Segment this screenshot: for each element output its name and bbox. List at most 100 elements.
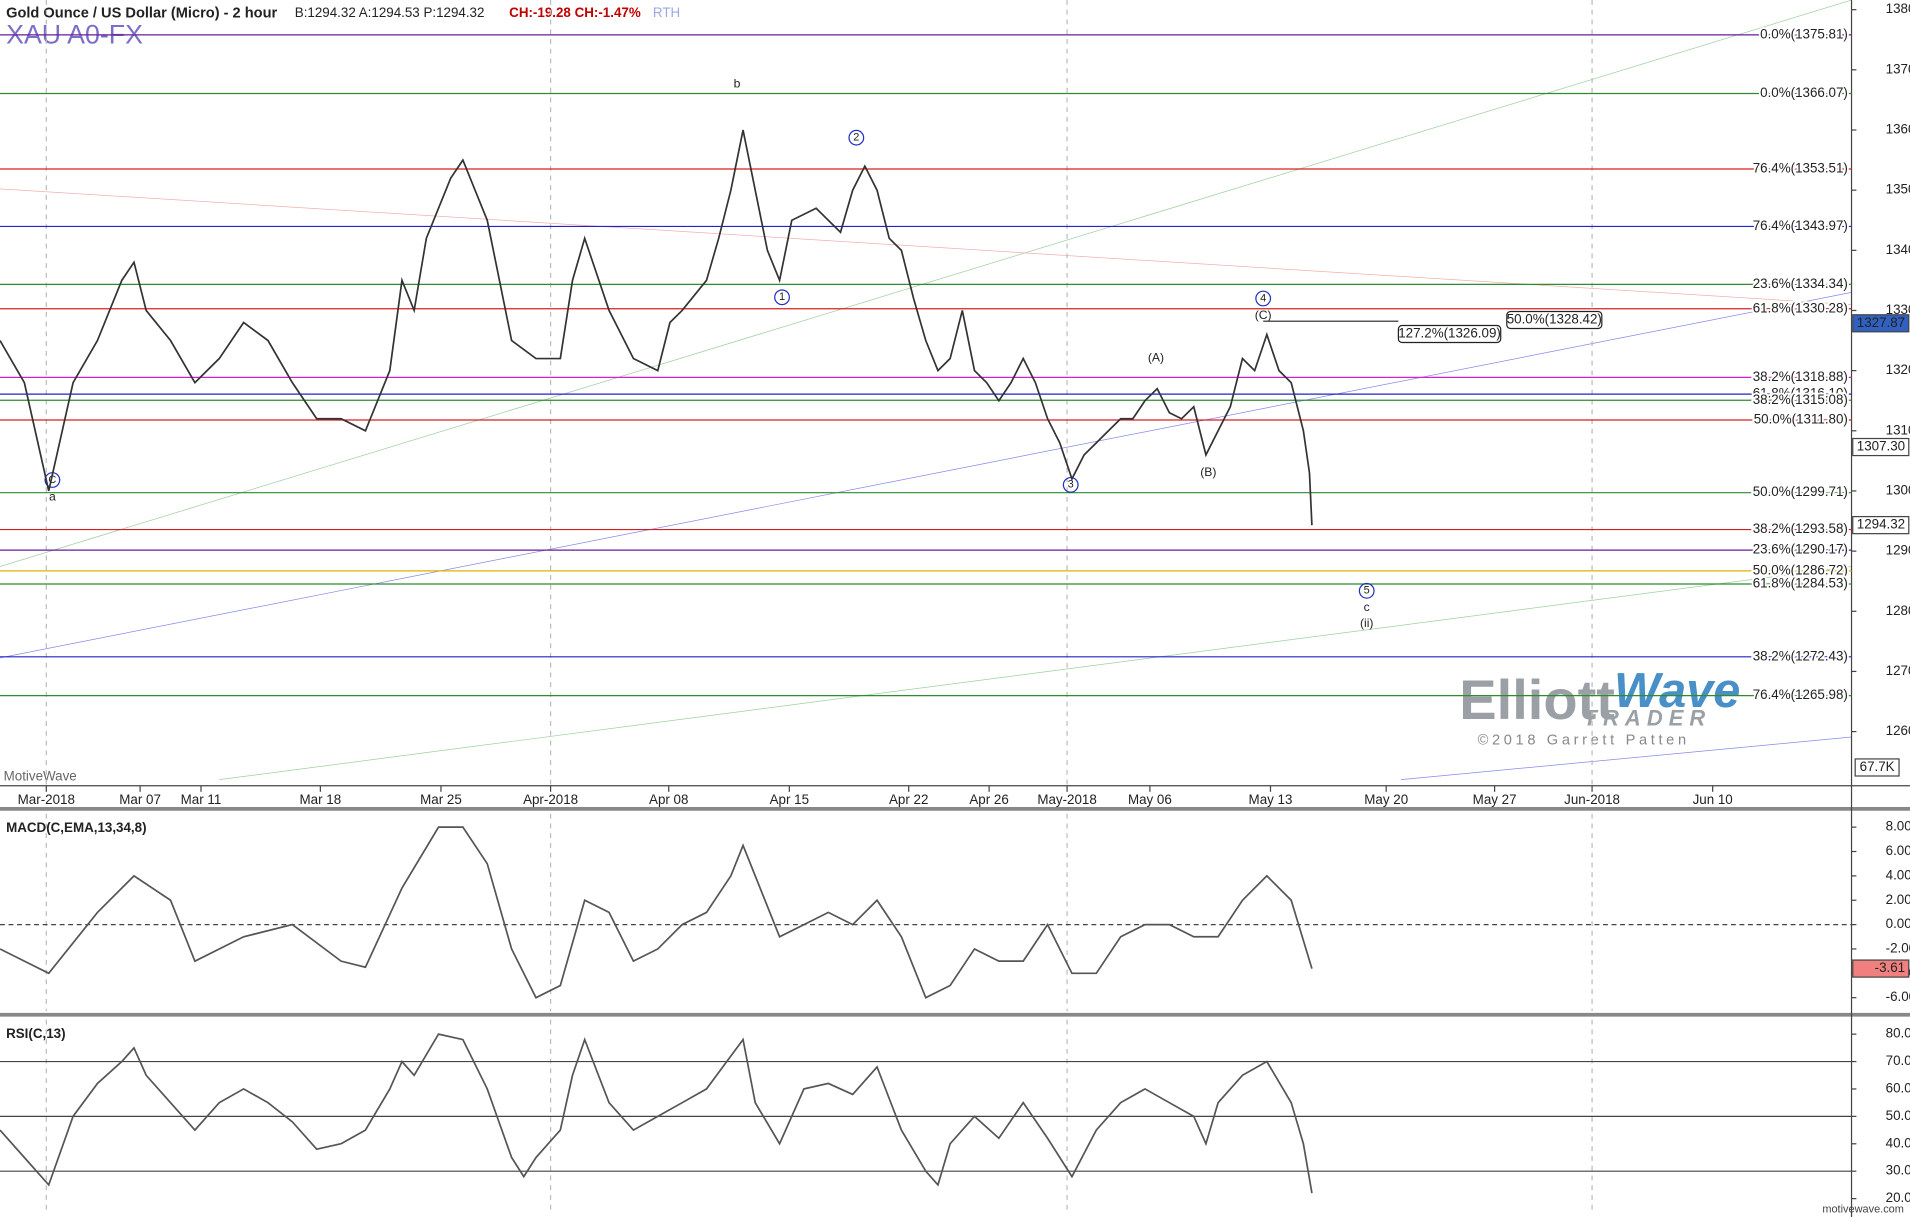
y-tick-label: 1290.00	[1886, 543, 1910, 558]
wave-label: 2	[853, 132, 859, 144]
price-marker	[1852, 959, 1910, 978]
x-tick-label: Mar-2018	[18, 792, 75, 807]
fib-label: 76.4%(1353.51)	[1753, 161, 1848, 176]
logo-name: Elliott	[1459, 668, 1615, 731]
wave-label: (A)	[1148, 350, 1164, 364]
x-tick-label: Mar 25	[420, 792, 462, 807]
x-tick-label: Apr 15	[770, 792, 809, 807]
fib-label: 61.8%(1284.53)	[1753, 576, 1848, 591]
projection-label: 50.0%(1328.42)	[1507, 312, 1602, 327]
wave-circle	[774, 289, 790, 306]
trendline	[0, 188, 1852, 305]
x-tick-label: Apr 22	[889, 792, 928, 807]
wave-circle	[1358, 582, 1375, 599]
y-tick-label: 1260.00	[1886, 723, 1910, 738]
y-tick-label: -2.00	[1886, 940, 1910, 955]
fib-label: 38.2%(1272.43)	[1753, 648, 1848, 663]
fib-label: 50.0%(1286.72)	[1753, 562, 1848, 577]
fib-label: 38.2%(1318.88)	[1753, 369, 1848, 384]
wave-label: 1	[779, 291, 785, 303]
volume-marker	[1854, 758, 1900, 777]
title: Gold Ounce / US Dollar (Micro) - 2 hour	[6, 5, 277, 21]
x-tick-label: Apr-2018	[523, 792, 578, 807]
trendline	[1400, 736, 1852, 781]
volume-marker-label: 67.7K	[1860, 759, 1895, 774]
price-marker-label: -3.61	[1875, 960, 1906, 975]
panel-title: RSI(C,13)	[6, 1026, 65, 1041]
wave-label: (B)	[1200, 465, 1216, 479]
y-tick-label: 1340.00	[1886, 242, 1910, 257]
fib-label: 61.8%(1316.10)	[1753, 386, 1848, 401]
y-tick-label: 1310.00	[1886, 422, 1910, 437]
fib-label: 76.4%(1265.98)	[1753, 687, 1848, 702]
wave-circle	[848, 129, 865, 146]
panel-title: MACD(C,EMA,13,34,8)	[6, 820, 146, 835]
wave-label: a	[49, 489, 56, 503]
y-tick-label: 4.00	[1886, 867, 1910, 882]
x-tick-label: May 06	[1128, 792, 1172, 807]
y-tick-label: 1360.00	[1886, 122, 1910, 137]
wave-label: (C)	[1255, 308, 1272, 322]
wave-label: C	[48, 474, 56, 486]
y-tick-label: 1350.00	[1886, 182, 1910, 197]
fib-label: 23.6%(1334.34)	[1753, 276, 1848, 291]
x-tick-label: Jun-2018	[1564, 792, 1620, 807]
x-tick-label: Apr 08	[649, 792, 688, 807]
x-tick-label: Jun 10	[1693, 792, 1733, 807]
price-marker-label: 1294.32	[1857, 517, 1905, 532]
y-tick-label: 1280.00	[1886, 603, 1910, 618]
wave-circle	[1255, 290, 1272, 307]
wave-label: 3	[1068, 479, 1074, 491]
projection-label: 127.2%(1326.09)	[1398, 326, 1501, 341]
y-tick-label: 0.00	[1886, 916, 1910, 931]
trendline	[0, 292, 1852, 659]
wave-label: 5	[1364, 585, 1370, 597]
fib-label: 50.0%(1299.71)	[1753, 484, 1848, 499]
y-tick-label: 1320.00	[1886, 362, 1910, 377]
x-tick-label: May 20	[1364, 792, 1408, 807]
fib-label: 38.2%(1293.58)	[1753, 521, 1848, 536]
price-marker-label: 1307.30	[1857, 439, 1905, 454]
wave-label: b	[734, 76, 741, 90]
wave-label: c	[1364, 600, 1370, 614]
y-tick-label: 8.00	[1886, 819, 1910, 834]
x-tick-label: Mar 18	[300, 792, 342, 807]
price-marker-label: 1327.87	[1857, 315, 1905, 330]
quote: B:1294.32 A:1294.53 P:1294.32	[295, 5, 485, 20]
y-tick-label: 80.0	[1886, 1026, 1910, 1041]
y-tick-label: 1300.00	[1886, 482, 1910, 497]
price-marker	[1852, 314, 1910, 333]
fib-label: 23.6%(1290.17)	[1753, 542, 1848, 557]
y-tick-label: 1370.00	[1886, 61, 1910, 76]
price-line	[0, 826, 1313, 999]
projection-box	[1397, 324, 1502, 344]
projection-box	[1506, 310, 1603, 330]
fib-label: 0.0%(1375.81)	[1760, 26, 1848, 41]
y-tick-label: 60.0	[1886, 1080, 1910, 1095]
change: CH:-19.28 CH:-1.47%	[509, 5, 641, 20]
y-tick-label: 40.0	[1886, 1135, 1910, 1150]
fib-label: 61.8%(1330.28)	[1753, 300, 1848, 315]
logo-sub: TRADER	[1584, 706, 1712, 731]
y-tick-label: 50.0	[1886, 1108, 1910, 1123]
watermark: MotiveWave	[4, 769, 77, 784]
footer: motivewave.com	[1822, 1204, 1904, 1216]
wave-label: (ii)	[1360, 616, 1374, 630]
y-tick-label: 1270.00	[1886, 663, 1910, 678]
y-tick-label: -6.00	[1886, 989, 1910, 1004]
x-tick-label: May-2018	[1037, 792, 1096, 807]
x-tick-label: May 27	[1473, 792, 1517, 807]
y-tick-label: 70.0	[1886, 1053, 1910, 1068]
session: RTH	[653, 5, 680, 20]
x-tick-label: Mar 07	[119, 792, 161, 807]
y-tick-label: 30.0	[1886, 1163, 1910, 1178]
y-tick-label: 1380.00	[1886, 1, 1910, 16]
fib-label: 50.0%(1311.80)	[1754, 411, 1848, 426]
fib-label: 38.2%(1315.08)	[1753, 392, 1848, 407]
fib-label: 0.0%(1366.07)	[1760, 85, 1848, 100]
y-tick-label: 2.00	[1886, 892, 1910, 907]
fib-label: 76.4%(1343.97)	[1753, 218, 1848, 233]
